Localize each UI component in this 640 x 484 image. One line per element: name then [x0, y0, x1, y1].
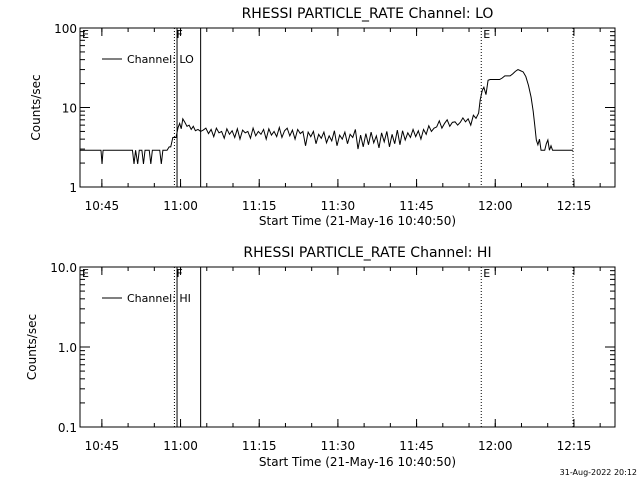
chart-title: RHESSI PARTICLE_RATE Channel: LO — [242, 6, 494, 22]
y-axis-label: Counts/sec — [25, 314, 39, 380]
x-tick-label: 11:15 — [242, 199, 277, 213]
x-tick-label: 12:15 — [557, 199, 592, 213]
y-tick-label: 100 — [54, 22, 77, 36]
chart-panel-lo: RHESSI PARTICLE_RATE Channel: LO Counts/s… — [29, 6, 616, 228]
legend-label: Channel: HI — [127, 292, 191, 305]
x-tick-label: 11:00 — [163, 199, 198, 213]
event-marker-label: E — [483, 28, 490, 41]
plot-frame — [79, 27, 616, 188]
x-tick-label: 12:00 — [478, 199, 513, 213]
y-axis-label: Counts/sec — [29, 74, 43, 140]
x-tick-label: 10:45 — [85, 199, 120, 213]
plot-frame — [79, 266, 616, 428]
event-marker-label: E — [82, 28, 89, 41]
chart-title: RHESSI PARTICLE_RATE Channel: HI — [243, 245, 491, 261]
x-tick-label: 11:00 — [163, 439, 198, 453]
legend-label: Channel: LO — [127, 53, 194, 66]
event-marker-label: E — [82, 267, 89, 280]
x-axis-label: Start Time (21-May-16 10:40:50) — [259, 214, 456, 228]
y-tick-label: 1 — [69, 181, 77, 195]
x-tick-label: 12:15 — [557, 439, 592, 453]
x-axis-label: Start Time (21-May-16 10:40:50) — [259, 455, 456, 469]
x-tick-label: 12:00 — [478, 439, 513, 453]
y-tick-label: 0.1 — [58, 421, 77, 435]
y-tick-label: 1.0 — [58, 341, 77, 355]
series-line — [80, 69, 574, 165]
x-tick-label: 11:45 — [399, 439, 434, 453]
event-marker-label: E — [483, 267, 490, 280]
x-tick-label: 11:30 — [321, 439, 356, 453]
x-tick-label: 11:45 — [399, 199, 434, 213]
y-tick-label: 10.0 — [50, 261, 77, 275]
x-tick-label: 11:15 — [242, 439, 277, 453]
x-tick-label: 11:30 — [321, 199, 356, 213]
y-tick-label: 10 — [62, 102, 77, 116]
chart-panel-hi: RHESSI PARTICLE_RATE Channel: HI Counts/s… — [25, 245, 616, 469]
date-stamp: 31-Aug-2022 20:12 — [560, 468, 637, 477]
event-marker-label: F — [176, 267, 182, 280]
event-marker-label: F — [176, 28, 182, 41]
x-tick-label: 10:45 — [85, 439, 120, 453]
